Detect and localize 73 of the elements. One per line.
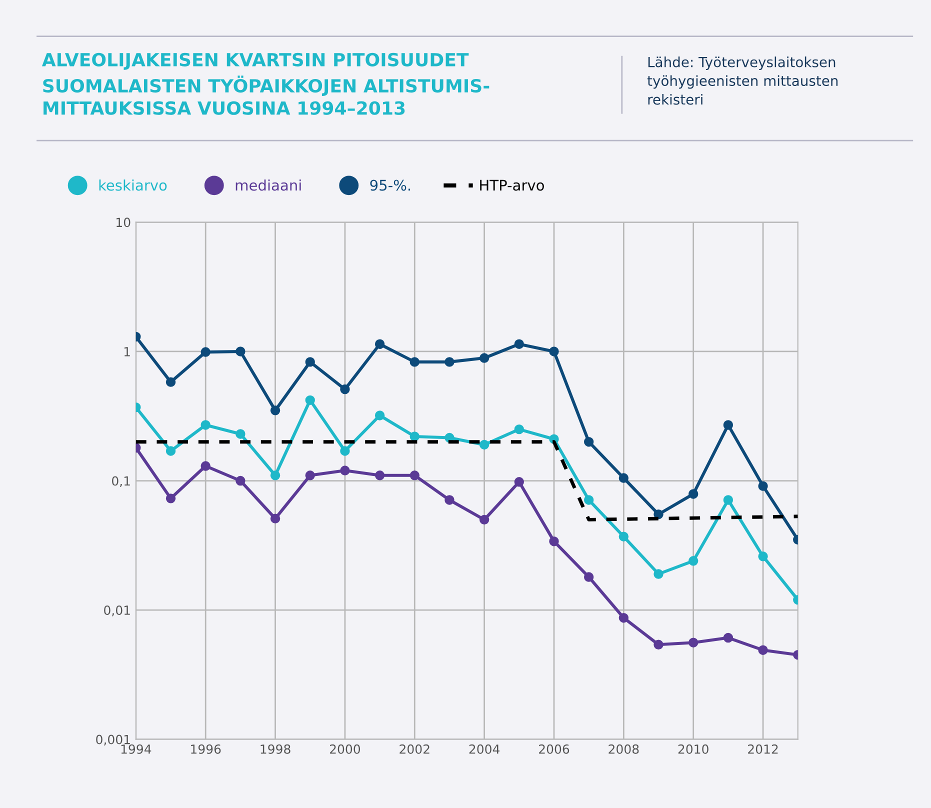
- point: [654, 509, 664, 520]
- x-tick-label: 2008: [608, 744, 639, 754]
- point: [549, 536, 559, 546]
- point: [410, 470, 420, 480]
- point: [514, 424, 524, 434]
- point: [270, 514, 280, 524]
- legend-label: mediaani: [236, 179, 301, 191]
- point: [688, 489, 698, 499]
- point: [236, 346, 246, 356]
- point: [200, 461, 210, 471]
- point: [200, 420, 210, 430]
- point: [236, 476, 246, 486]
- x-tick-label: 1994: [121, 744, 152, 754]
- point: [410, 357, 420, 367]
- point: [410, 432, 420, 442]
- legend-label: HTP-arvo: [480, 180, 544, 191]
- point: [270, 470, 280, 480]
- point: [479, 514, 490, 525]
- point: [200, 347, 210, 357]
- point: [166, 494, 176, 504]
- x-tick-label: 2012: [748, 744, 778, 754]
- point: [444, 495, 454, 505]
- point: [549, 346, 559, 356]
- x-tick-label: 1998: [260, 744, 290, 754]
- point: [270, 406, 280, 416]
- point: [374, 410, 385, 420]
- y-tick-label: 1: [124, 347, 130, 356]
- chart-title: ALVEOLIJAKEISEN KVARTSIN PITOISUUDET SUOMALAISTEN TYÖPAIKKOJEN ALTISTUMIS- MITTAUKSISSA VUOSINA 1994–2013: [42, 52, 490, 115]
- point: [305, 357, 315, 367]
- point: [654, 640, 664, 650]
- point: [654, 569, 664, 579]
- point: [688, 556, 698, 566]
- point: [618, 473, 629, 483]
- point: [758, 552, 768, 562]
- point: [584, 495, 594, 505]
- point: [514, 339, 524, 349]
- x-tick-label: 2004: [469, 744, 500, 754]
- point: [340, 466, 350, 476]
- point: [723, 420, 734, 430]
- legend-label: 95-%.: [370, 180, 410, 191]
- point: [758, 645, 768, 655]
- point: [340, 384, 350, 394]
- point: [374, 470, 385, 480]
- x-tick-label: 2000: [330, 744, 360, 754]
- y-tick-label: 10: [116, 218, 130, 228]
- point: [688, 638, 698, 648]
- point: [514, 477, 524, 487]
- point: [758, 481, 768, 491]
- x-tick-label: 1996: [191, 744, 221, 754]
- point: [444, 357, 454, 367]
- point: [723, 495, 734, 505]
- point: [479, 440, 490, 450]
- point: [166, 377, 176, 387]
- point: [479, 353, 490, 363]
- x-tick-label: 2002: [400, 744, 430, 754]
- text: Lähde: Työterveyslaitoksen työhygieenisten mittausten rekisteri: [647, 56, 838, 105]
- point: [584, 572, 594, 582]
- point: [305, 470, 315, 480]
- point: [305, 395, 315, 406]
- y-tick-label: 0,01: [104, 606, 130, 616]
- point: [236, 429, 246, 439]
- point: [618, 612, 629, 623]
- x-tick-label: 2006: [539, 744, 570, 754]
- point: [374, 339, 385, 349]
- point: [166, 446, 176, 456]
- legend-label: keskiarvo: [99, 179, 167, 191]
- point: [618, 532, 629, 542]
- point: [340, 446, 350, 456]
- y-tick-label: 0,1: [112, 476, 130, 487]
- y-tick-label: 0,001: [96, 734, 130, 746]
- point: [584, 436, 594, 447]
- x-tick-label: 2010: [678, 744, 708, 754]
- point: [723, 632, 734, 643]
